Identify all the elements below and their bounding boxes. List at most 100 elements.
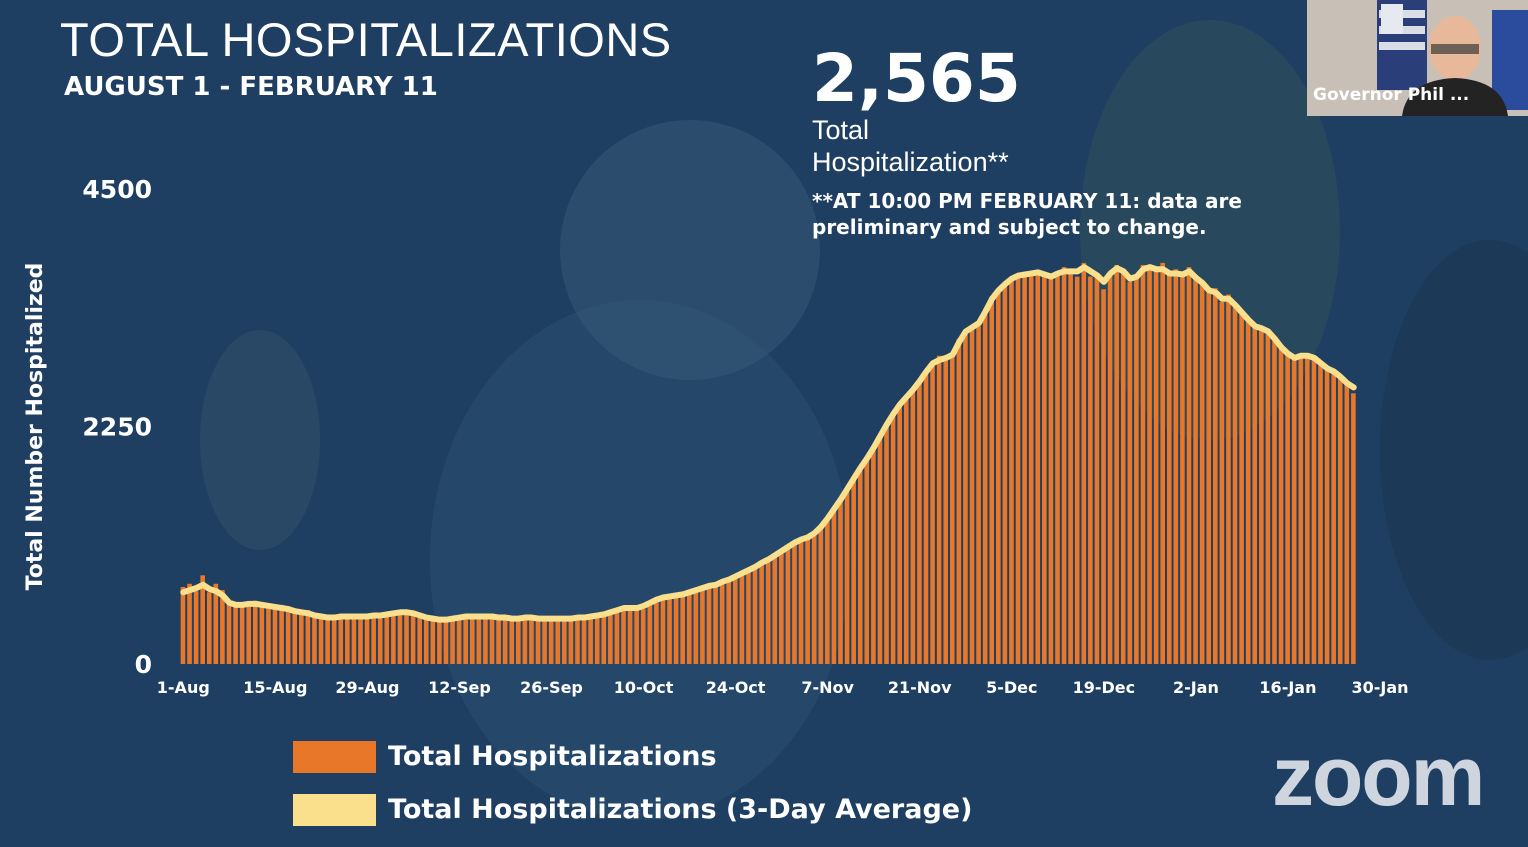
bar: [206, 592, 212, 664]
bar: [252, 600, 258, 664]
bar: [1002, 284, 1008, 664]
bar: [351, 616, 357, 664]
bar: [798, 539, 804, 664]
bar: [890, 412, 896, 664]
bar: [930, 362, 935, 664]
bar: [857, 468, 863, 664]
zoom-logo: zoom: [1272, 729, 1485, 823]
bar: [1278, 348, 1284, 664]
legend-swatch-average: [293, 793, 376, 826]
bar: [910, 389, 916, 664]
bar: [1042, 273, 1047, 664]
bar: [1147, 265, 1152, 664]
bar: [1120, 269, 1126, 664]
bar: [1285, 354, 1290, 664]
bar: [654, 598, 659, 664]
bar: [345, 617, 350, 664]
x-tick-label: 2-Jan: [1173, 678, 1219, 697]
bar: [1324, 368, 1330, 664]
bar: [1035, 271, 1041, 664]
bar: [779, 552, 784, 664]
bar: [397, 611, 403, 664]
bar: [601, 613, 607, 664]
bar: [292, 611, 298, 664]
bar: [1186, 267, 1192, 664]
bar: [285, 609, 291, 664]
bar: [1305, 353, 1310, 664]
bar: [897, 404, 902, 664]
bar: [233, 602, 238, 664]
x-tick-label: 5-Dec: [986, 678, 1037, 697]
bar: [1331, 372, 1336, 664]
legend-label-average: Total Hospitalizations (3-Day Average): [388, 794, 973, 825]
bar: [956, 338, 962, 664]
bar: [1153, 270, 1159, 664]
bar: [719, 583, 725, 664]
bar: [575, 616, 580, 664]
chart-legend: Total Hospitalizations Total Hospitaliza…: [293, 740, 972, 846]
bar: [884, 425, 889, 664]
bar: [923, 370, 929, 664]
bar: [1206, 292, 1212, 664]
bar: [732, 576, 738, 664]
bar: [726, 579, 732, 664]
bar: [1009, 277, 1014, 664]
bar: [542, 619, 547, 664]
bar: [548, 618, 554, 664]
bar: [969, 326, 975, 664]
bar: [509, 618, 515, 664]
bar: [1337, 379, 1343, 664]
bar: [647, 601, 653, 664]
bar: [982, 309, 988, 664]
bar: [673, 596, 679, 664]
x-tick-label: 7-Nov: [801, 678, 854, 697]
bar: [516, 618, 521, 664]
bar: [1259, 328, 1264, 664]
bar: [1127, 281, 1133, 664]
bar: [568, 618, 574, 664]
bar: [279, 604, 284, 664]
bar: [1074, 276, 1080, 664]
chart-subtitle: AUGUST 1 - FEBRUARY 11: [64, 72, 438, 102]
bar: [713, 583, 718, 664]
bar: [1311, 357, 1317, 664]
bar: [1166, 273, 1172, 664]
bar: [1048, 278, 1054, 664]
bar: [430, 619, 436, 664]
legend-label-bars: Total Hospitalizations: [388, 741, 717, 772]
bar: [706, 585, 712, 664]
bar: [384, 613, 390, 664]
bar: [489, 617, 495, 664]
y-axis-label: Total Number Hospitalized: [23, 263, 48, 591]
bar: [1298, 356, 1304, 664]
bar: [989, 296, 995, 664]
bar: [200, 575, 205, 664]
bar: [877, 437, 883, 664]
bar: [660, 596, 666, 664]
bar: [686, 593, 692, 664]
bar: [739, 573, 745, 664]
bar: [917, 381, 922, 664]
bar: [1028, 272, 1034, 664]
bar: [469, 615, 475, 664]
bar: [1094, 273, 1100, 664]
participant-name: Governor Phil ...: [1313, 85, 1470, 105]
bar: [903, 395, 909, 664]
bar: [325, 617, 330, 664]
bar: [792, 542, 797, 664]
bar: [838, 499, 843, 664]
bar: [700, 588, 705, 664]
participant-video-thumbnail[interactable]: Governor Phil ...: [1307, 0, 1528, 116]
bar: [259, 604, 265, 664]
bar: [1232, 305, 1238, 664]
bar: [1226, 294, 1231, 664]
bar: [1351, 393, 1356, 664]
bar: [246, 607, 252, 664]
bar: [1245, 319, 1251, 664]
bar: [936, 355, 942, 664]
bar: [949, 354, 955, 664]
bar: [456, 618, 462, 664]
bar: [220, 590, 225, 664]
bar: [535, 617, 541, 664]
